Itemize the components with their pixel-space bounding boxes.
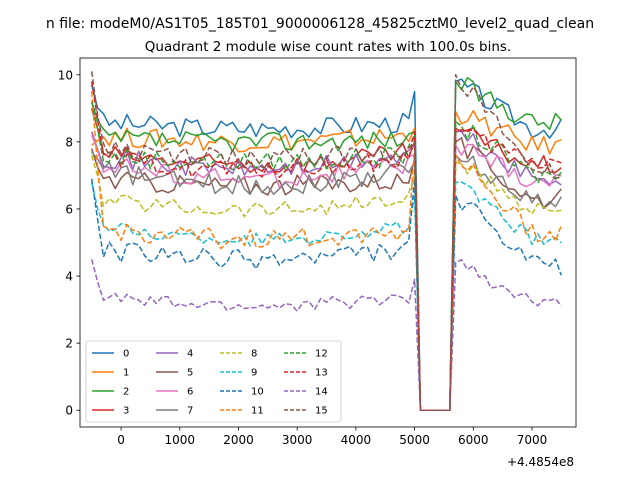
legend-label-10: 10	[251, 387, 264, 398]
axes-frame	[79, 57, 577, 428]
plot-area	[90, 71, 563, 411]
legend-label-9: 9	[251, 368, 257, 379]
y-tick-label: 8	[65, 135, 73, 149]
x-tick-label: 4000	[341, 433, 372, 447]
legend-label-3: 3	[123, 406, 129, 417]
y-tick-label: 0	[65, 404, 73, 418]
legend-label-0: 0	[123, 349, 129, 360]
legend-label-12: 12	[315, 349, 328, 360]
legend-label-15: 15	[315, 406, 328, 417]
series-line-14	[90, 259, 562, 411]
x-tick-label: 1000	[165, 433, 196, 447]
y-tick-label: 2	[65, 337, 73, 351]
chart-title: Quadrant 2 module wise count rates with …	[145, 39, 511, 55]
legend-label-8: 8	[251, 349, 257, 360]
y-tick-label: 4	[65, 270, 73, 284]
legend-label-11: 11	[251, 406, 264, 417]
legend-label-1: 1	[123, 368, 129, 379]
series-line-11	[90, 91, 563, 411]
series-line-15	[90, 71, 562, 411]
series-line-5	[90, 137, 562, 411]
x-offset-label: +4.4854e8	[507, 455, 574, 469]
figure-suptitle: n file: modeM0/AS1T05_185T01_9000006128_…	[46, 16, 594, 32]
series-line-2	[90, 76, 562, 411]
series-line-0	[90, 78, 562, 411]
legend-label-13: 13	[315, 368, 328, 379]
series-line-9	[90, 181, 562, 411]
series-line-6	[91, 134, 562, 411]
legend-label-4: 4	[187, 349, 193, 360]
series-line-1	[91, 109, 562, 411]
legend-label-5: 5	[187, 368, 193, 379]
series-line-13	[90, 81, 562, 411]
legend-label-6: 6	[187, 387, 193, 398]
legend-label-14: 14	[315, 387, 328, 398]
x-tick-label: 3000	[282, 433, 313, 447]
legend-label-2: 2	[123, 387, 129, 398]
series-lines	[90, 71, 563, 411]
x-tick-label: 7000	[517, 433, 548, 447]
series-line-12	[90, 101, 562, 411]
series-line-8	[90, 155, 562, 411]
legend-label-7: 7	[187, 406, 193, 417]
y-tick-label: 6	[65, 202, 73, 216]
x-tick-label: 6000	[458, 433, 489, 447]
legend-box	[85, 340, 342, 423]
x-tick-label: 5000	[399, 433, 430, 447]
x-tick-label: 0	[117, 433, 125, 447]
y-tick-label: 10	[58, 68, 73, 82]
x-tick-label: 2000	[223, 433, 254, 447]
series-line-10	[90, 178, 563, 411]
